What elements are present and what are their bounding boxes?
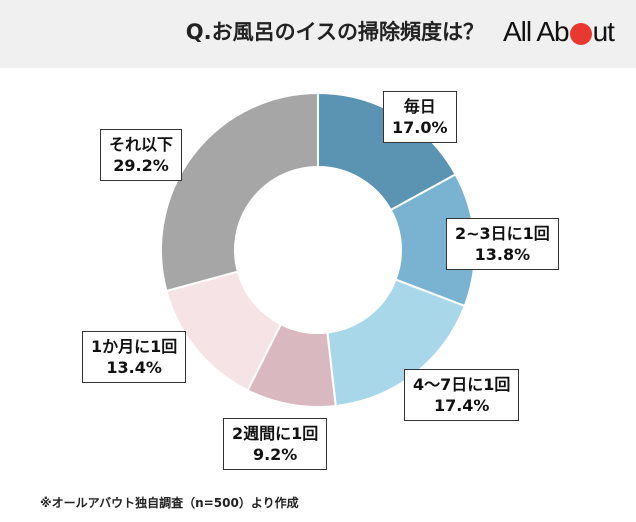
- header-bar: [0, 0, 636, 68]
- footnote: ※オールアバウト独自調査（n=500）より作成: [40, 496, 299, 510]
- label-value: 17.0%: [392, 118, 448, 137]
- allabout-logo: All Ab ut: [503, 16, 615, 47]
- label-category: 2~3日に1回: [455, 224, 550, 243]
- slice-label-daily: 毎日 17.0%: [383, 91, 457, 143]
- donut-chart: [160, 91, 476, 408]
- label-value: 13.4%: [106, 358, 162, 377]
- label-category: 1か月に1回: [91, 337, 178, 356]
- label-category: 毎日: [403, 97, 436, 116]
- slice-daily: [317, 91, 457, 212]
- label-value: 9.2%: [252, 445, 298, 464]
- label-category: それ以下: [109, 135, 174, 154]
- label-value: 29.2%: [113, 156, 169, 175]
- slice-label-4-7-days: 4〜7日に1回 17.4%: [404, 369, 520, 421]
- label-value: 13.8%: [474, 245, 531, 264]
- label-category: 2週間に1回: [232, 424, 319, 443]
- slice-less: [160, 91, 319, 293]
- label-value: 17.4%: [433, 396, 490, 415]
- slice-label-1-month: 1か月に1回 13.4%: [82, 331, 187, 383]
- slice-label-less: それ以下 29.2%: [100, 129, 183, 181]
- slice-label-2-3-days: 2~3日に1回 13.8%: [446, 218, 559, 270]
- slice-label-2-weeks: 2週間に1回 9.2%: [223, 418, 328, 470]
- logo-dot-icon: [569, 23, 592, 45]
- chart-title: Q.お風呂のイスの掃除頻度は？: [185, 20, 484, 44]
- label-category: 4〜7日に1回: [413, 375, 511, 394]
- slice-4-7-days: [326, 278, 466, 408]
